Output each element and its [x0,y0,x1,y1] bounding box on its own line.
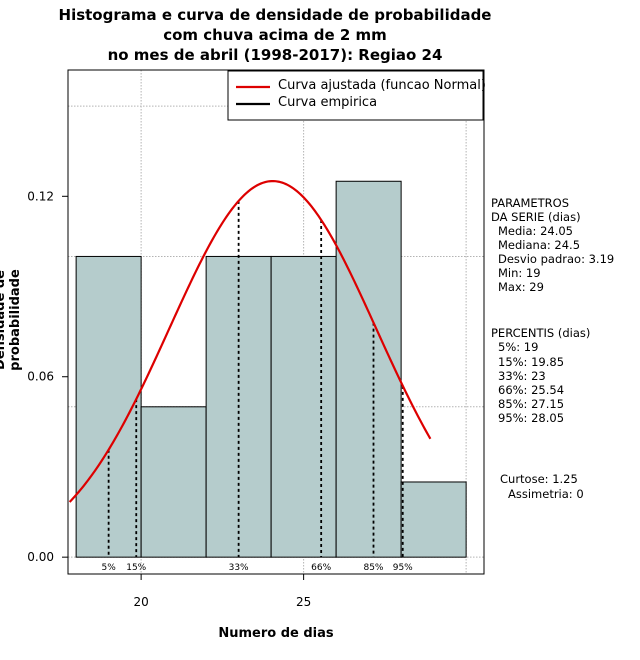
legend-label-fitted: Curva ajustada (funcao Normal) [278,78,486,93]
param-mediana: Mediana: 24.5 [498,238,581,252]
chart-title-line-3: no mes de abril (1998-2017): Regiao 24 [107,46,443,64]
perc-33: 33%: 23 [498,369,546,383]
histogram-bar [400,481,467,558]
params-title-2: DA SERIE (dias) [491,210,581,224]
percentile-label: 66% [311,563,331,573]
histogram-bar [335,180,402,558]
normal-curve-line [68,179,432,503]
histogram-bars [75,180,467,558]
x-tick-label: 25 [296,595,311,609]
y-tick-label: 0.00 [27,550,54,564]
curtose-value: Curtose: 1.25 [500,472,578,486]
percentile-label: 33% [229,563,249,573]
param-max: Max: 29 [498,280,544,294]
percentile-label: 15% [126,563,146,573]
assimetria-value: Assimetria: 0 [508,487,584,501]
perc-95: 95%: 28.05 [498,411,565,425]
y-tick-label: 0.12 [27,189,54,203]
param-desvio: Desvio padrao: 3.19 [498,252,615,266]
perc-title: PERCENTIS (dias) [491,326,591,340]
percentile-label: 95% [393,563,413,573]
x-axis: 20 25 [133,573,311,609]
percentile-label: 5% [101,563,116,573]
y-tick-label: 0.06 [27,370,54,384]
histogram-bar [270,255,337,558]
histogram-bar [140,406,207,558]
chart-title-line-1: Histograma e curva de densidade de proba… [58,6,492,24]
perc-66: 66%: 25.54 [498,383,565,397]
perc-5: 5%: 19 [498,340,539,354]
histogram-bar [75,255,142,558]
perc-15: 15%: 19.85 [498,355,565,369]
x-tick-label: 20 [133,595,148,609]
chart-title-line-2: com chuva acima de 2 mm [163,26,387,44]
percentile-labels: 5% 15% 33% 66% 85% 95% [101,563,413,573]
y-axis-label: Densidade de probabilidade [0,269,23,371]
y-axis: 0.00 0.06 0.12 [27,189,69,564]
param-min: Min: 19 [498,266,541,280]
percentile-label: 85% [363,563,383,573]
legend-label-empirical: Curva empirica [278,95,378,110]
param-media: Media: 24.05 [498,224,573,238]
percentile-lines [107,200,404,558]
perc-85: 85%: 27.15 [498,397,565,411]
legend-box [227,70,484,121]
params-title-1: PARAMETROS [491,196,570,210]
x-axis-label: Numero de dias [218,626,334,641]
